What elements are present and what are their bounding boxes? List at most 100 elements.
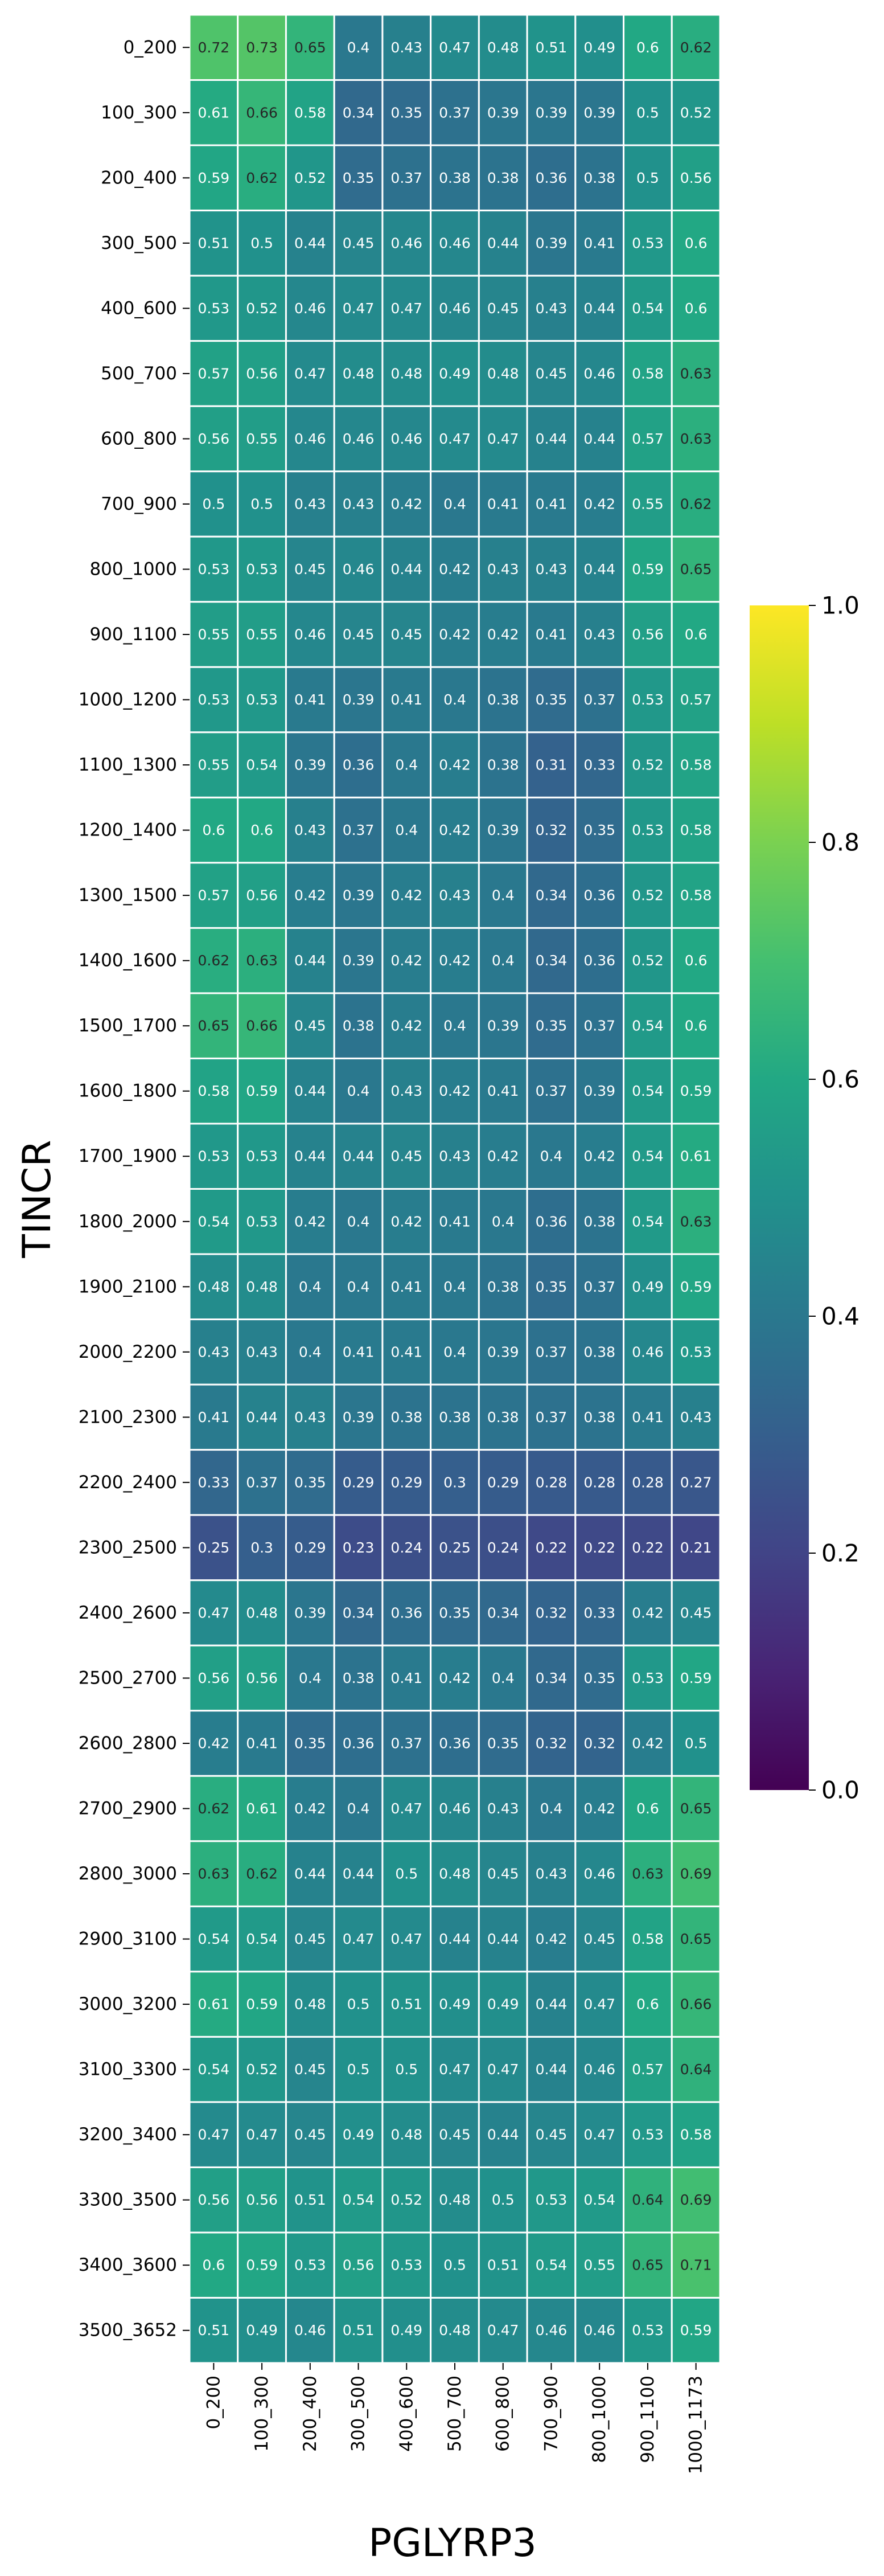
- cell-value-label: 0.57: [632, 431, 664, 447]
- cell-value-label: 0.36: [583, 887, 615, 904]
- cell-value-label: 0.42: [390, 952, 422, 969]
- heatmap-cell: [237, 1840, 287, 1907]
- heatmap-cell: [188, 1579, 239, 1647]
- cell-value-label: 0.59: [680, 2322, 712, 2339]
- cell-value-label: 0.33: [198, 1474, 230, 1490]
- heatmap-cell: [237, 1318, 287, 1386]
- heatmap-cell: [671, 210, 721, 277]
- cell-value-label: 0.53: [390, 2257, 422, 2274]
- cell-value-label: 0.65: [294, 39, 326, 56]
- cell-value-label: 0.53: [632, 1670, 664, 1686]
- heatmap-cell: [381, 1318, 432, 1386]
- heatmap-cell: [285, 1971, 335, 2038]
- cell-value-label: 0.58: [680, 822, 712, 838]
- x-tick-label: 200_400: [300, 2376, 320, 2452]
- heatmap-cell: [623, 470, 673, 538]
- heatmap-cell: [671, 1579, 721, 1647]
- heatmap-cell: [430, 666, 480, 734]
- cell-value-label: 0.42: [439, 1083, 471, 1099]
- cell-value-label: 0.46: [583, 2322, 615, 2339]
- cell-value-label: 0.42: [583, 1148, 615, 1165]
- heatmap-cell: [478, 862, 528, 929]
- y-tick-label: 2400_2600: [79, 1603, 177, 1623]
- cell-value-label: 0.21: [680, 1539, 712, 1556]
- cell-value-label: 0.62: [246, 170, 278, 186]
- cell-value-label: 0.49: [439, 1996, 471, 2013]
- cell-value-label: 0.41: [536, 495, 568, 512]
- heatmap-cell: [478, 144, 528, 212]
- y-tick-label: 1700_1900: [79, 1146, 177, 1166]
- cell-value-label: 0.29: [487, 1474, 519, 1490]
- cell-value-label: 0.66: [246, 104, 278, 121]
- heatmap-cell: [526, 79, 577, 146]
- cell-value-label: 0.41: [390, 691, 422, 708]
- cell-value-label: 0.66: [680, 1996, 712, 2013]
- heatmap-cell: [430, 601, 480, 668]
- cell-value-label: 0.54: [632, 1148, 664, 1165]
- cell-value-label: 0.39: [536, 104, 568, 121]
- heatmap-cell: [188, 927, 239, 994]
- heatmap-cell: [381, 79, 432, 146]
- cell-value-label: 0.27: [680, 1474, 712, 1490]
- cell-value-label: 0.37: [536, 1409, 568, 1426]
- cell-value-label: 0.41: [487, 1083, 519, 1099]
- heatmap-cell: [430, 1383, 480, 1451]
- cell-value-label: 0.46: [439, 300, 471, 317]
- cell-value-label: 0.47: [487, 2061, 519, 2078]
- cell-value-label: 0.42: [487, 626, 519, 643]
- cell-value-label: 0.55: [198, 757, 230, 773]
- cell-value-label: 0.65: [680, 1931, 712, 1947]
- cell-value-label: 0.52: [632, 887, 664, 904]
- heatmap-cell: [574, 1253, 625, 1321]
- cell-value-label: 0.4: [540, 1148, 563, 1165]
- cell-value-label: 0.6: [250, 822, 273, 838]
- heatmap-cell: [381, 1057, 432, 1125]
- cell-value-label: 0.43: [246, 1344, 278, 1360]
- cell-value-label: 0.65: [680, 1800, 712, 1817]
- y-tick-label: 3000_3200: [79, 1994, 177, 2014]
- cell-value-label: 0.42: [439, 561, 471, 578]
- cell-value-label: 0.4: [443, 1018, 466, 1034]
- cell-value-label: 0.44: [487, 1931, 519, 1947]
- cell-value-label: 0.72: [198, 39, 230, 56]
- cell-value-label: 0.44: [583, 431, 615, 447]
- heatmap-cell: [285, 1905, 335, 1973]
- cell-value-label: 0.42: [294, 1800, 326, 1817]
- heatmap-cell: [526, 1905, 577, 1973]
- cell-value-label: 0.45: [390, 1148, 422, 1165]
- cell-value-label: 0.24: [390, 1539, 422, 1556]
- cell-value-label: 0.54: [632, 300, 664, 317]
- heatmap-cell: [671, 1318, 721, 1386]
- cell-value-label: 0.46: [343, 561, 375, 578]
- cell-value-label: 0.5: [347, 2061, 370, 2078]
- cell-value-label: 0.41: [294, 691, 326, 708]
- heatmap-cell: [285, 992, 335, 1059]
- heatmap-cell: [671, 927, 721, 994]
- heatmap-cell: [623, 1449, 673, 1516]
- heatmap-cell: [671, 1514, 721, 1582]
- cell-value-label: 0.45: [294, 1931, 326, 1947]
- cell-value-label: 0.37: [439, 104, 471, 121]
- cell-value-label: 0.53: [632, 2322, 664, 2339]
- cell-value-label: 0.37: [583, 1018, 615, 1034]
- heatmap-cell: [671, 405, 721, 473]
- heatmap-cell: [333, 1840, 384, 1907]
- cell-value-label: 0.32: [536, 1735, 568, 1751]
- heatmap-cell: [478, 796, 528, 864]
- colorbar-tick-label: 1.0: [821, 592, 860, 620]
- cell-value-label: 0.25: [198, 1539, 230, 1556]
- heatmap-cell: [381, 1971, 432, 2038]
- cell-value-label: 0.54: [246, 1931, 278, 1947]
- cell-value-label: 0.35: [536, 1018, 568, 1034]
- heatmap-cell: [526, 1840, 577, 1907]
- cell-value-label: 0.39: [583, 104, 615, 121]
- cell-value-label: 0.46: [583, 365, 615, 382]
- cell-value-label: 0.4: [299, 1279, 322, 1295]
- cell-value-label: 0.49: [487, 1996, 519, 2013]
- heatmap-cell: [526, 405, 577, 473]
- heatmap-cell: [671, 79, 721, 146]
- heatmap-cell: [526, 992, 577, 1059]
- cell-value-label: 0.54: [198, 1931, 230, 1947]
- heatmap-cell: [430, 2166, 480, 2234]
- y-tick-label: 2500_2700: [79, 1668, 177, 1688]
